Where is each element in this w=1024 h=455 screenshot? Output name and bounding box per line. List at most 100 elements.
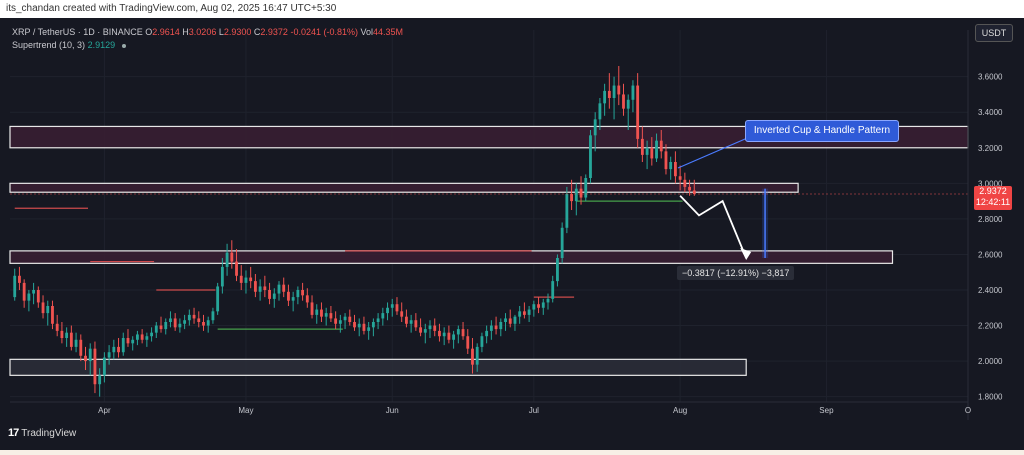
candle-body [546,298,550,303]
candle-body [475,346,479,365]
candle-body [225,252,229,267]
candle-body [423,329,427,333]
price-tick-label: 2.4000 [978,286,1003,295]
price-tick-label: 2.2000 [978,322,1003,331]
zone-support-zone [9,358,747,376]
candle-body [258,286,262,292]
time-tick-label: O [965,406,971,415]
candle-body [626,99,630,109]
candle-body [640,138,644,155]
candle-body [253,281,257,292]
candle-body [570,194,574,202]
candle-body [41,302,45,314]
candle-body [329,313,333,319]
candle-body [438,330,441,337]
candle-body [433,325,437,331]
legend-low-label: L [218,27,224,37]
candle-body [617,85,621,95]
candle-body [178,323,182,328]
candle-body [287,291,290,301]
candle-body [452,334,456,340]
candle-body [565,194,569,228]
candle-body [522,311,526,315]
candle-body [508,318,512,324]
candle-body [291,297,295,301]
candle-body [527,309,531,315]
candle-body [216,286,220,312]
candle-body [362,323,366,331]
candle-body [169,318,172,322]
price-tick-label: 2.0000 [978,357,1003,366]
candle-body [244,277,248,283]
candle-body [272,293,276,299]
candle-body [206,320,210,326]
candle-body [584,178,588,198]
candle-body [69,332,73,347]
indicator-settings-icon[interactable] [121,43,126,48]
candle-body [518,311,522,317]
candle-body [84,355,87,362]
candle-body [263,286,267,290]
legend-ohlc-row: XRP / TetherUS · 1D · BINANCE O2.9614 H3… [12,26,403,39]
legend-close: 2.9372 [260,27,288,37]
candle-body [320,309,323,317]
annotation-pointer [677,135,753,169]
candle-body [390,304,394,308]
candle-body [13,275,17,298]
candle-body [489,325,493,331]
candle-body [556,258,559,282]
candle-body [164,322,168,330]
candle-body [305,295,309,303]
candle-body [202,322,205,326]
candle-body [277,284,281,294]
candlestick-chart[interactable]: 3.6000 3.4000 3.2000 3.0000 2.8000 2.6000 2.40… [0,18,1024,450]
chart-panel[interactable]: 3.6000 3.4000 3.2000 3.0000 2.8000 2.6000 2.40… [0,18,1024,450]
candle-body [301,290,305,296]
legend-change: -0.0241 (-0.81%) [290,27,358,37]
candle-body [46,306,50,314]
indicator-value: 2.9129 [87,40,116,50]
time-tick-label: May [238,406,253,415]
drawings-layer [10,135,968,260]
candle-body [386,307,389,314]
candle-body [494,325,498,330]
candle-body [673,162,677,177]
grid [10,30,969,406]
candle-body [560,227,564,258]
caption-bar: its_chandan created with TradingView.com… [0,0,1024,18]
price-tick-label: 3.6000 [978,73,1003,82]
candle-body [22,282,26,301]
candle-body [504,318,507,322]
candle-body [400,311,404,317]
caption-text: its_chandan created with TradingView.com… [6,3,337,14]
projection-arrow-path [679,195,748,259]
tradingview-logo[interactable]: 17 TradingView [8,427,76,439]
time-tick-label: Sep [819,406,834,415]
time-tick-label: Apr [98,406,111,415]
candle-body [173,318,177,328]
currency-button[interactable]: USDT [975,24,1013,42]
plot-background [10,30,968,406]
candle-body [485,330,489,337]
candle-body [622,94,625,109]
price-tick-label: 3.4000 [978,108,1003,117]
pattern-annotation[interactable]: Inverted Cup & Handle Pattern [745,120,899,142]
time-axis[interactable]: Apr May Jun Jul Aug Sep O [10,401,971,415]
time-tick-label: Aug [673,406,687,415]
candle-body [296,290,300,298]
price-axis[interactable]: 3.6000 3.4000 3.2000 3.0000 2.8000 2.6000 2.40… [967,30,1003,420]
supertrend-layer [14,200,683,330]
legend-volume-label: Vol [360,27,374,37]
candle-body [315,309,319,315]
candle-body [282,284,286,292]
candle-body [551,281,555,299]
candle-body [532,304,536,310]
candle-body [659,140,663,152]
price-tick-label: 3.0000 [978,179,1003,188]
candle-body [466,336,470,349]
legend-low: 2.9300 [223,27,252,37]
candle-body [447,332,451,340]
legend-indicator-row: Supertrend (10, 3) 2.9129 [12,39,403,52]
candle-body [442,332,446,337]
candle-body [79,339,83,356]
